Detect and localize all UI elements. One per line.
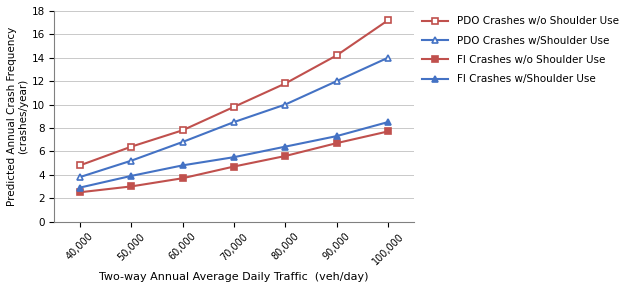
FI Crashes w/o Shoulder Use bbox=[230, 165, 238, 168]
FI Crashes w/Shoulder Use bbox=[179, 164, 186, 167]
FI Crashes w/Shoulder Use bbox=[282, 145, 289, 148]
Line: FI Crashes w/Shoulder Use: FI Crashes w/Shoulder Use bbox=[76, 118, 391, 191]
PDO Crashes w/o Shoulder Use bbox=[230, 105, 238, 109]
PDO Crashes w/o Shoulder Use bbox=[127, 145, 135, 148]
Legend: PDO Crashes w/o Shoulder Use, PDO Crashes w/Shoulder Use, FI Crashes w/o Shoulde: PDO Crashes w/o Shoulder Use, PDO Crashe… bbox=[423, 16, 619, 84]
PDO Crashes w/Shoulder Use bbox=[282, 103, 289, 106]
FI Crashes w/Shoulder Use bbox=[384, 120, 392, 124]
FI Crashes w/Shoulder Use bbox=[333, 134, 340, 138]
PDO Crashes w/Shoulder Use bbox=[230, 120, 238, 124]
FI Crashes w/Shoulder Use bbox=[230, 155, 238, 159]
FI Crashes w/o Shoulder Use bbox=[179, 177, 186, 180]
PDO Crashes w/Shoulder Use bbox=[384, 56, 392, 60]
FI Crashes w/o Shoulder Use bbox=[127, 185, 135, 188]
FI Crashes w/o Shoulder Use bbox=[76, 190, 84, 194]
PDO Crashes w/o Shoulder Use bbox=[179, 129, 186, 132]
Line: PDO Crashes w/o Shoulder Use: PDO Crashes w/o Shoulder Use bbox=[76, 17, 391, 169]
FI Crashes w/o Shoulder Use bbox=[282, 154, 289, 158]
PDO Crashes w/o Shoulder Use bbox=[76, 164, 84, 167]
FI Crashes w/Shoulder Use bbox=[76, 186, 84, 189]
PDO Crashes w/o Shoulder Use bbox=[282, 82, 289, 85]
PDO Crashes w/Shoulder Use bbox=[179, 140, 186, 144]
Line: PDO Crashes w/Shoulder Use: PDO Crashes w/Shoulder Use bbox=[76, 54, 391, 181]
FI Crashes w/o Shoulder Use bbox=[384, 130, 392, 133]
PDO Crashes w/Shoulder Use bbox=[333, 79, 340, 83]
PDO Crashes w/Shoulder Use bbox=[76, 175, 84, 179]
X-axis label: Two-way Annual Average Daily Traffic  (veh/day): Two-way Annual Average Daily Traffic (ve… bbox=[99, 272, 369, 282]
Line: FI Crashes w/o Shoulder Use: FI Crashes w/o Shoulder Use bbox=[76, 128, 391, 196]
PDO Crashes w/o Shoulder Use bbox=[384, 18, 392, 22]
PDO Crashes w/Shoulder Use bbox=[127, 159, 135, 162]
FI Crashes w/Shoulder Use bbox=[127, 174, 135, 178]
PDO Crashes w/o Shoulder Use bbox=[333, 54, 340, 57]
FI Crashes w/o Shoulder Use bbox=[333, 141, 340, 145]
Y-axis label: Predicted Annual Crash Frequency
(crashes/year): Predicted Annual Crash Frequency (crashe… bbox=[7, 27, 29, 206]
